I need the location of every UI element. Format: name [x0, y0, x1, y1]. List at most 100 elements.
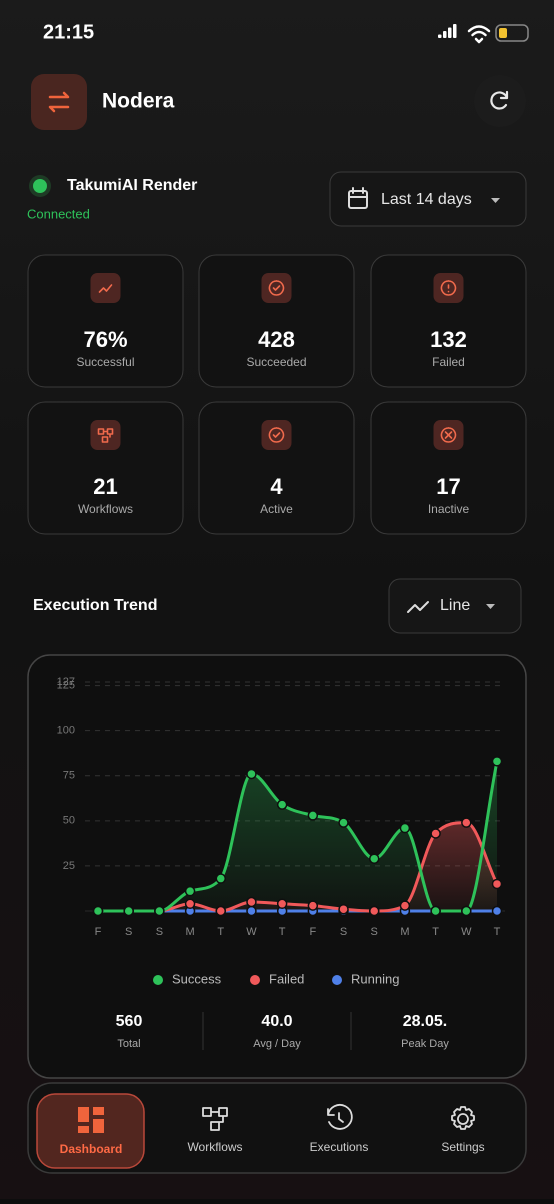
stat-card — [27, 254, 184, 388]
nav-icon — [78, 1107, 104, 1133]
x-tick-label: F — [309, 926, 316, 938]
stat-icon — [97, 428, 114, 443]
x-tick-label: T — [494, 926, 501, 938]
stat-icon — [440, 427, 457, 443]
status-dot — [33, 179, 47, 193]
view-selector[interactable] — [388, 578, 522, 634]
y-tick-label: 75 — [63, 770, 75, 782]
x-tick-label: W — [461, 926, 472, 938]
data-point — [276, 898, 288, 910]
stat-card — [198, 254, 355, 388]
series-area — [98, 822, 497, 911]
battery — [495, 24, 529, 42]
caret — [486, 604, 495, 609]
x-tick-label: F — [95, 926, 102, 938]
stat-label: Failed — [432, 355, 465, 369]
data-point — [246, 896, 257, 908]
data-point — [154, 905, 165, 917]
stat-card — [198, 401, 355, 535]
x-tick-label: S — [371, 926, 378, 938]
battery-level — [499, 28, 507, 38]
stat-label: Active — [260, 502, 293, 516]
series-area — [98, 761, 497, 911]
nav-label[interactable]: Settings — [441, 1140, 484, 1154]
stat-card — [27, 401, 184, 535]
view-label: Line — [440, 597, 470, 614]
data-point — [491, 905, 503, 917]
y-tick-label: 127 — [57, 676, 75, 688]
data-point — [215, 873, 227, 884]
data-point — [276, 799, 288, 810]
data-point — [461, 817, 472, 828]
caret — [491, 198, 500, 203]
data-point — [430, 828, 441, 839]
stat-value: 17 — [436, 474, 460, 499]
stat-icon — [268, 280, 285, 296]
data-point — [338, 817, 349, 828]
signal-bar — [443, 31, 447, 38]
data-point — [491, 878, 503, 890]
app-title: Nodera — [102, 90, 175, 113]
stat-card — [370, 401, 527, 535]
legend-label: Failed — [269, 971, 304, 986]
x-tick-label: T — [432, 926, 439, 938]
data-point — [399, 900, 411, 911]
refresh-button[interactable] — [474, 75, 526, 127]
y-tick-label: 25 — [63, 860, 75, 872]
date-filter-label: Last 14 days — [381, 191, 472, 208]
nav-icon — [202, 1107, 228, 1131]
nav-label[interactable]: Workflows — [187, 1140, 242, 1154]
bottom-nav — [27, 1082, 527, 1174]
logo-icon — [48, 91, 70, 113]
stat-icon — [440, 280, 457, 296]
stat-icon — [268, 427, 285, 443]
x-tick-label: M — [185, 926, 194, 938]
stat-card — [370, 254, 527, 388]
legend-label: Success — [172, 971, 222, 986]
x-tick-label: T — [217, 926, 224, 938]
data-point — [215, 905, 227, 917]
summary-label: Peak Day — [401, 1038, 449, 1050]
x-tick-label: S — [125, 926, 132, 938]
data-point — [368, 853, 380, 864]
stat-icon-box — [90, 273, 121, 303]
summary-label: Avg / Day — [253, 1038, 301, 1050]
x-tick-label: M — [400, 926, 409, 938]
summary-label: Total — [117, 1038, 140, 1050]
data-point — [307, 810, 319, 821]
signal-bar — [438, 34, 442, 38]
stat-value: 4 — [270, 474, 283, 499]
legend-swatch — [250, 975, 260, 985]
date-filter[interactable] — [329, 171, 527, 227]
x-tick-label: S — [340, 926, 347, 938]
x-tick-label: S — [156, 926, 163, 938]
nav-icon — [451, 1106, 475, 1130]
legend-swatch — [153, 975, 163, 985]
data-point — [491, 756, 503, 767]
refresh-icon — [490, 90, 509, 110]
stat-label: Workflows — [78, 502, 133, 516]
data-point — [92, 905, 104, 917]
calendar-icon — [348, 190, 368, 209]
logo-box — [31, 74, 87, 130]
stat-value: 132 — [430, 327, 467, 352]
nav-label[interactable]: Executions — [310, 1140, 369, 1154]
connection-status: Connected — [27, 206, 90, 221]
section-title: Execution Trend — [33, 597, 157, 614]
signal-bar — [448, 27, 452, 38]
stat-icon — [98, 284, 113, 293]
data-point — [246, 768, 257, 780]
y-tick-label: 50 — [63, 815, 75, 827]
data-point — [461, 905, 472, 917]
status-time: 21:15 — [43, 21, 94, 43]
data-point — [430, 905, 441, 917]
nav-label[interactable]: Dashboard — [60, 1142, 123, 1156]
data-point — [307, 900, 319, 911]
signal-bar — [453, 24, 457, 38]
stat-label: Succeeded — [246, 355, 306, 369]
data-point — [184, 898, 196, 910]
data-point — [123, 905, 134, 917]
data-point — [399, 822, 411, 834]
